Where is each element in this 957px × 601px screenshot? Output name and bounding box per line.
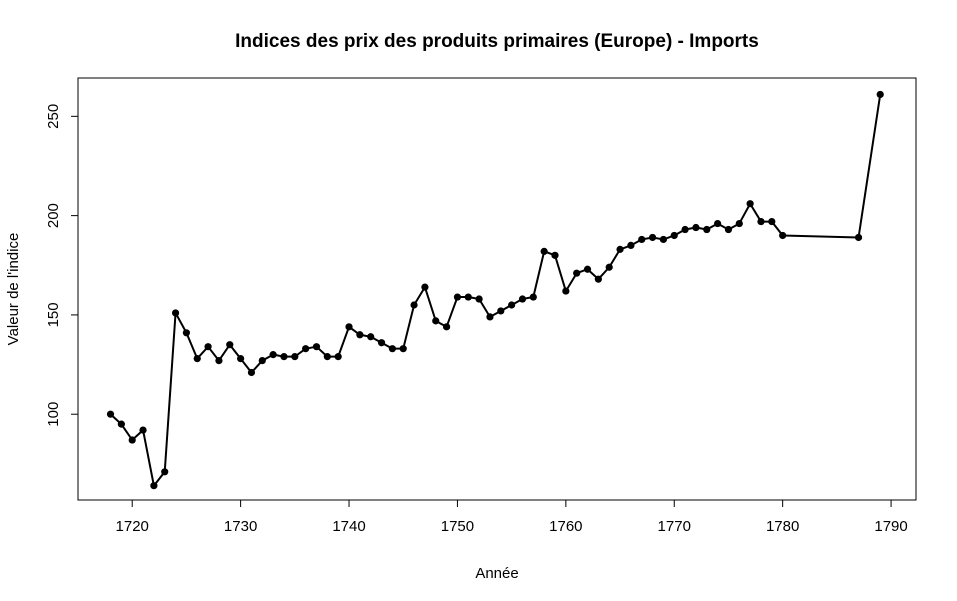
data-point (779, 231, 787, 240)
x-tick-label: 1790 (874, 518, 907, 535)
series-line (109, 94, 882, 487)
data-point (475, 295, 483, 303)
data-point (714, 219, 722, 228)
data-point (681, 225, 689, 234)
x-tick-label: 1720 (116, 518, 149, 535)
data-point (659, 235, 668, 244)
data-point (312, 343, 321, 351)
data-point (703, 225, 711, 234)
x-axis-label: Année (475, 565, 518, 582)
data-point (573, 269, 581, 277)
data-point (518, 295, 527, 303)
data-point (215, 356, 223, 365)
data-point (854, 233, 863, 242)
data-point (605, 263, 613, 271)
x-tick-label: 1780 (766, 518, 799, 535)
data-point (432, 317, 440, 325)
data-point (171, 309, 180, 317)
data-point (540, 247, 548, 255)
data-point (529, 293, 537, 301)
data-point (280, 353, 288, 361)
x-tick-label: 1740 (332, 518, 365, 535)
data-point (302, 345, 310, 353)
data-point (497, 307, 505, 315)
data-point (551, 251, 559, 259)
data-point (323, 353, 331, 361)
data-point (562, 287, 570, 295)
data-series (106, 90, 884, 490)
data-point (377, 339, 386, 347)
x-tick-label: 1770 (658, 518, 691, 535)
x-tick-label: 1750 (441, 518, 474, 535)
data-point (768, 217, 776, 226)
plot-frame (77, 77, 917, 501)
data-point (247, 368, 256, 377)
y-tick-label: 200 (45, 203, 62, 228)
data-point (128, 436, 136, 444)
y-axis-label: Valeur de l'indice (5, 233, 22, 346)
data-point (453, 293, 462, 301)
data-point (508, 301, 516, 309)
data-point (627, 241, 635, 250)
y-tick-label: 150 (45, 302, 62, 327)
data-point (876, 90, 884, 99)
data-point (291, 353, 299, 361)
data-point (746, 200, 754, 208)
data-point (367, 333, 375, 341)
data-point (399, 345, 407, 353)
data-point (486, 313, 494, 321)
data-point (106, 410, 115, 418)
data-point (616, 245, 624, 253)
data-point (583, 265, 592, 273)
data-point (594, 275, 602, 283)
data-point (193, 355, 201, 363)
x-tick-label: 1730 (224, 518, 257, 535)
data-point (638, 235, 646, 244)
y-tick-label: 100 (45, 402, 62, 427)
chart-title: Indices des prix des produits primaires … (235, 31, 759, 52)
data-point (464, 293, 472, 301)
data-point (735, 219, 743, 228)
data-point (139, 426, 147, 434)
data-point (237, 355, 245, 363)
y-axis: 100 150 200 250 (45, 104, 79, 427)
data-point (442, 323, 451, 331)
data-point (757, 217, 765, 226)
data-point (388, 345, 396, 353)
data-point (182, 329, 191, 337)
data-point (670, 231, 678, 240)
data-point (204, 343, 212, 351)
data-point (161, 468, 169, 476)
data-point (150, 482, 158, 490)
data-point (648, 233, 657, 242)
data-point (117, 420, 125, 428)
y-tick-label: 250 (45, 104, 62, 129)
x-tick-label: 1760 (549, 518, 582, 535)
data-point (345, 323, 353, 331)
data-point (334, 353, 342, 361)
data-point (226, 341, 234, 349)
data-point (356, 331, 364, 339)
data-point (410, 301, 418, 309)
data-point (258, 356, 266, 365)
x-axis: 1720 1730 1740 1750 1760 1770 1780 1790 (116, 499, 908, 535)
data-point (269, 351, 277, 359)
data-point (421, 283, 429, 291)
data-point (692, 223, 700, 232)
data-point (724, 225, 733, 234)
